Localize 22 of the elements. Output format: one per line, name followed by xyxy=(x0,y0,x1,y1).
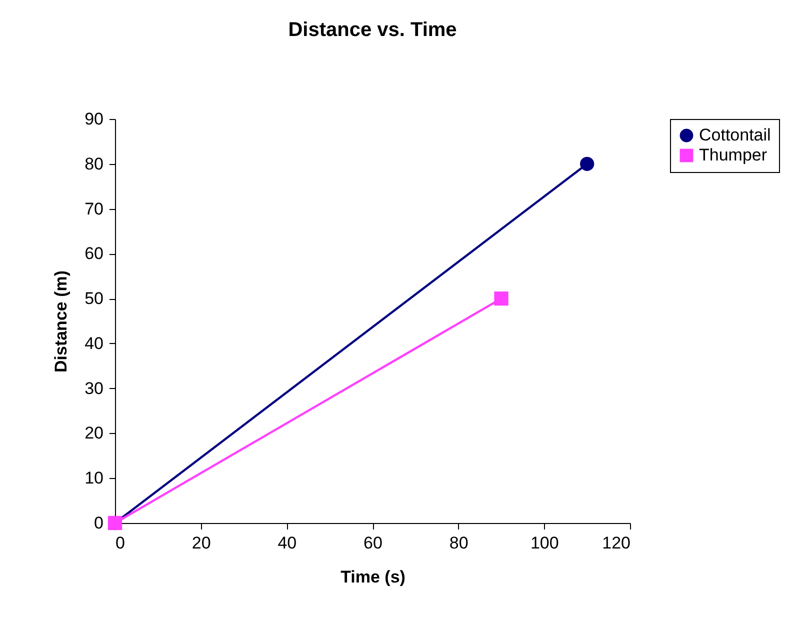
x-tick-label: 40 xyxy=(278,534,297,552)
x-tick-label: 20 xyxy=(192,534,211,552)
y-tick-label: 60 xyxy=(84,244,104,264)
y-tick-label: 40 xyxy=(84,334,104,353)
y-tick-label: 80 xyxy=(84,154,104,174)
x-tick-label: 60 xyxy=(364,534,382,552)
y-tick-label: 50 xyxy=(84,289,104,308)
x-tick-label: 0 xyxy=(116,534,125,552)
x-axis-title: Time (s) xyxy=(340,568,406,586)
chart-title: Distance vs. Time xyxy=(288,19,457,41)
x-tick-label: 100 xyxy=(530,534,559,552)
x-tick-label: 120 xyxy=(602,534,630,552)
y-tick-label: 30 xyxy=(84,378,104,398)
y-tick-label: 20 xyxy=(84,424,104,443)
y-tick-label: 90 xyxy=(84,110,104,128)
y-tick-label: 0 xyxy=(94,514,104,532)
y-tick-label: 10 xyxy=(84,468,104,488)
y-tick-label: 70 xyxy=(84,199,104,218)
legend-label: Cottontail xyxy=(699,126,771,144)
y-axis-title: Distance (m) xyxy=(52,270,71,373)
x-tick-label: 80 xyxy=(449,534,468,552)
legend-label: Thumper xyxy=(699,146,768,164)
